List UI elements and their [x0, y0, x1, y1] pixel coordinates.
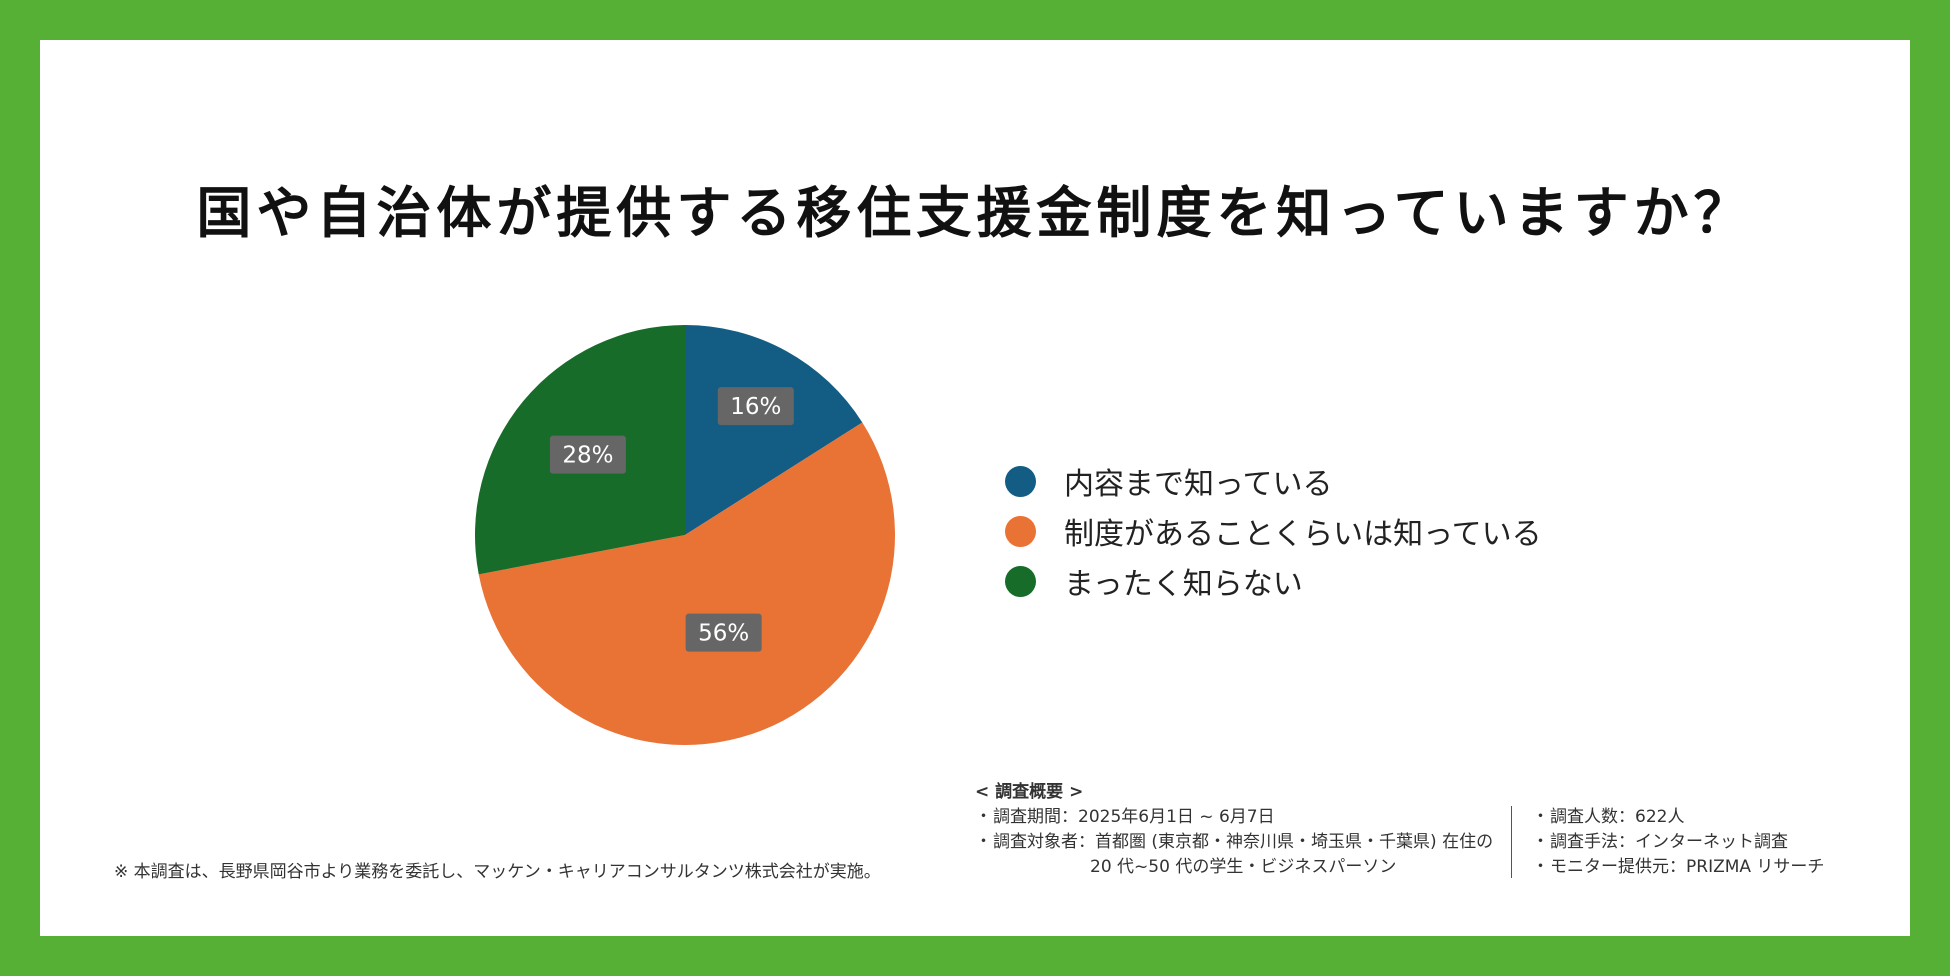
summary-line: ・調査人数：622人: [1532, 805, 1824, 830]
slice-data-label: 28%: [549, 435, 626, 474]
data-label-text: 16%: [730, 394, 781, 420]
summary-heading: < 調査概要 >: [975, 782, 1084, 802]
survey-respondents: 調査人数：622人: [1550, 807, 1685, 827]
survey-target: 調査対象者：首都圏 (東京都・神奈川県・埼玉県・千葉県) 在住の: [993, 832, 1494, 852]
summary-line: ・調査期間：2025年6月1日 ~ 6月7日: [975, 805, 1493, 830]
chart-card: [40, 40, 1910, 936]
legend-swatch: [1005, 465, 1036, 497]
legend-item: 内容まで知っている: [1005, 456, 1542, 506]
data-label-box: [685, 613, 762, 652]
legend-swatch: [1005, 565, 1036, 597]
legend-label: まったく知らない: [1064, 567, 1303, 602]
legend-item: まったく知らない: [1005, 556, 1542, 606]
data-label-text: 28%: [562, 443, 613, 469]
legend-label: 制度があることくらいは知っている: [1064, 517, 1542, 552]
pie-slice: [685, 325, 863, 535]
legend-label: 内容まで知っている: [1064, 467, 1333, 502]
pie-slice: [478, 422, 895, 745]
survey-method: 調査手法：インターネット調査: [1550, 832, 1788, 852]
slice-data-label: 16%: [717, 387, 794, 426]
footnote: ※ 本調査は、長野県岡谷市より業務を委託し、マッケン・キャリアコンサルタンツ株式…: [114, 862, 881, 882]
data-label-box: [549, 435, 626, 474]
summary-line: ・調査手法：インターネット調査: [1532, 830, 1824, 855]
summary-line: ・調査対象者：首都圏 (東京都・神奈川県・埼玉県・千葉県) 在住の: [975, 830, 1493, 855]
survey-summary-details: ・調査人数：622人 ・調査手法：インターネット調査 ・モニター提供元：PRIZ…: [1532, 805, 1824, 880]
survey-provider: モニター提供元：PRIZMA リサーチ: [1550, 857, 1825, 877]
summary-divider: [1511, 806, 1512, 878]
survey-period: 調査期間：2025年6月1日 ~ 6月7日: [993, 807, 1275, 827]
survey-summary: < 調査概要 > ・調査期間：2025年6月1日 ~ 6月7日 ・調査対象者：首…: [975, 780, 1493, 880]
summary-line: ・モニター提供元：PRIZMA リサーチ: [1532, 855, 1824, 880]
legend-item: 制度があることくらいは知っている: [1005, 506, 1542, 556]
data-label-box: [717, 387, 794, 426]
data-label-text: 56%: [698, 621, 749, 647]
pie-chart: 16% 56% 28%: [475, 325, 895, 745]
slice-data-label: 56%: [685, 613, 762, 652]
legend-swatch: [1005, 515, 1036, 547]
chart-title: 国や自治体が提供する移住支援金制度を知っていますか？: [196, 181, 1754, 245]
legend: 内容まで知っている 制度があることくらいは知っている まったく知らない: [1005, 456, 1542, 606]
survey-target-continued: 20 代~50 代の学生・ビジネスパーソン: [1090, 857, 1397, 877]
